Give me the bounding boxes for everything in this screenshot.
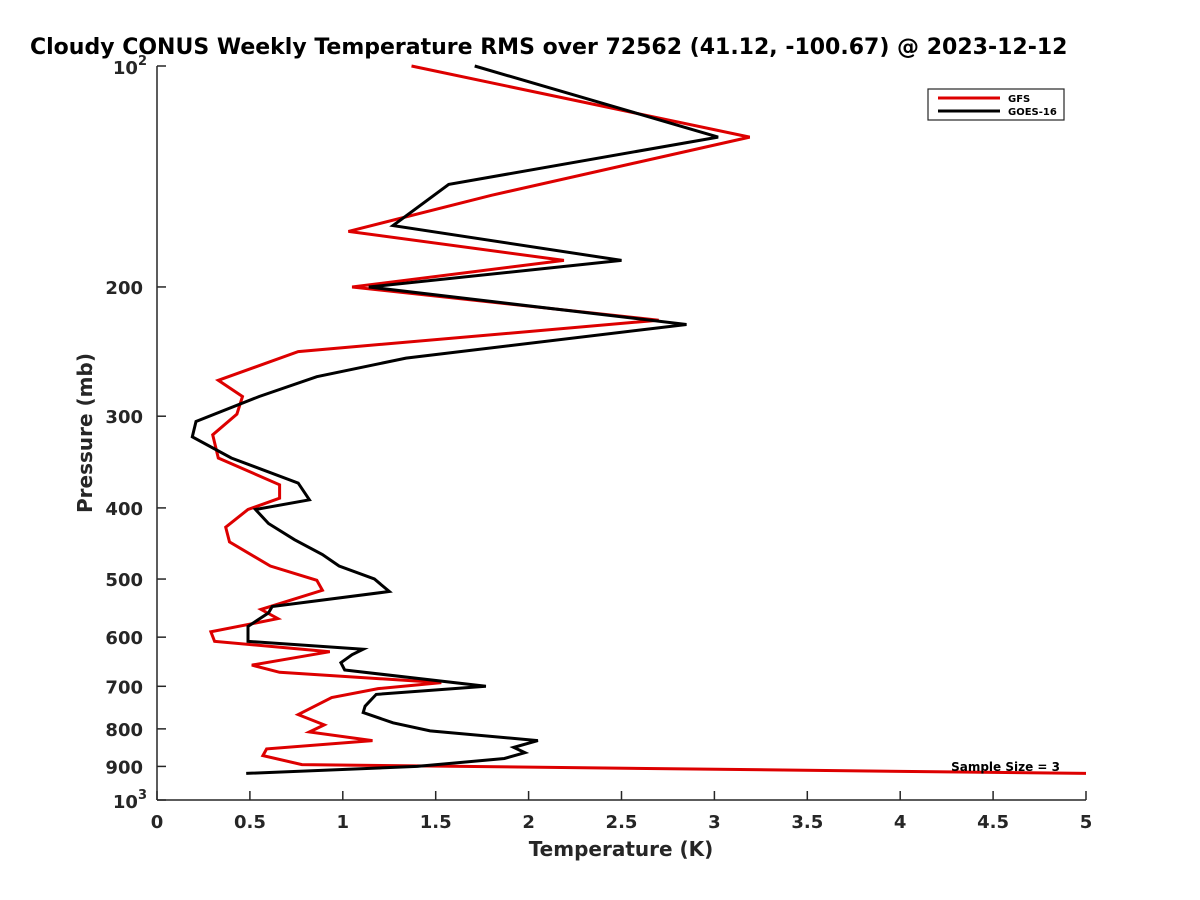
y-tick-label: 900 xyxy=(105,757,143,778)
series-line-gfs xyxy=(208,64,1087,775)
x-tick-label: 4.5 xyxy=(977,812,1009,833)
x-tick-label: 0 xyxy=(151,812,164,833)
legend: GFS GOES-16 xyxy=(927,88,1065,121)
legend-label-gfs: GFS xyxy=(1008,94,1030,105)
plot-background xyxy=(157,66,1086,800)
y-tick-label: 103 xyxy=(113,788,147,813)
y-tick-label: 500 xyxy=(105,570,143,591)
x-axis: 0 0.5 1 1.5 2 2.5 3 3.5 4 4.5 5 xyxy=(151,791,1093,833)
legend-label-goes-16: GOES-16 xyxy=(1008,107,1057,118)
y-tick-label: 400 xyxy=(105,499,143,520)
x-tick-label: 1 xyxy=(337,812,350,833)
x-tick-label: 2.5 xyxy=(606,812,638,833)
legend-box xyxy=(927,88,1065,121)
x-tick-label: 0.5 xyxy=(234,812,266,833)
x-tick-label: 3.5 xyxy=(791,812,823,833)
y-tick-label: 800 xyxy=(105,720,143,741)
x-tick-label: 5 xyxy=(1080,812,1093,833)
y-axis: 102 200 300 400 500 600 700 800 900 103 xyxy=(105,54,166,813)
y-axis-title: Pressure (mb) xyxy=(73,353,97,513)
x-tick-label: 4 xyxy=(894,812,907,833)
x-tick-label: 3 xyxy=(708,812,721,833)
x-tick-label: 2 xyxy=(522,812,535,833)
chart-title: Cloudy CONUS Weekly Temperature RMS over… xyxy=(30,35,1067,60)
y-tick-label: 200 xyxy=(105,278,143,299)
y-tick-label: 300 xyxy=(105,407,143,428)
y-tick-label: 102 xyxy=(113,54,147,79)
plot-area xyxy=(157,66,1086,800)
x-axis-title: Temperature (K) xyxy=(529,837,714,861)
series-line-goes-16 xyxy=(190,64,719,775)
y-tick-label: 700 xyxy=(105,677,143,698)
series-layer xyxy=(190,64,1087,775)
x-tick-label: 1.5 xyxy=(420,812,452,833)
y-tick-label: 600 xyxy=(105,628,143,649)
sample-size-annotation: Sample Size = 3 xyxy=(951,760,1060,774)
